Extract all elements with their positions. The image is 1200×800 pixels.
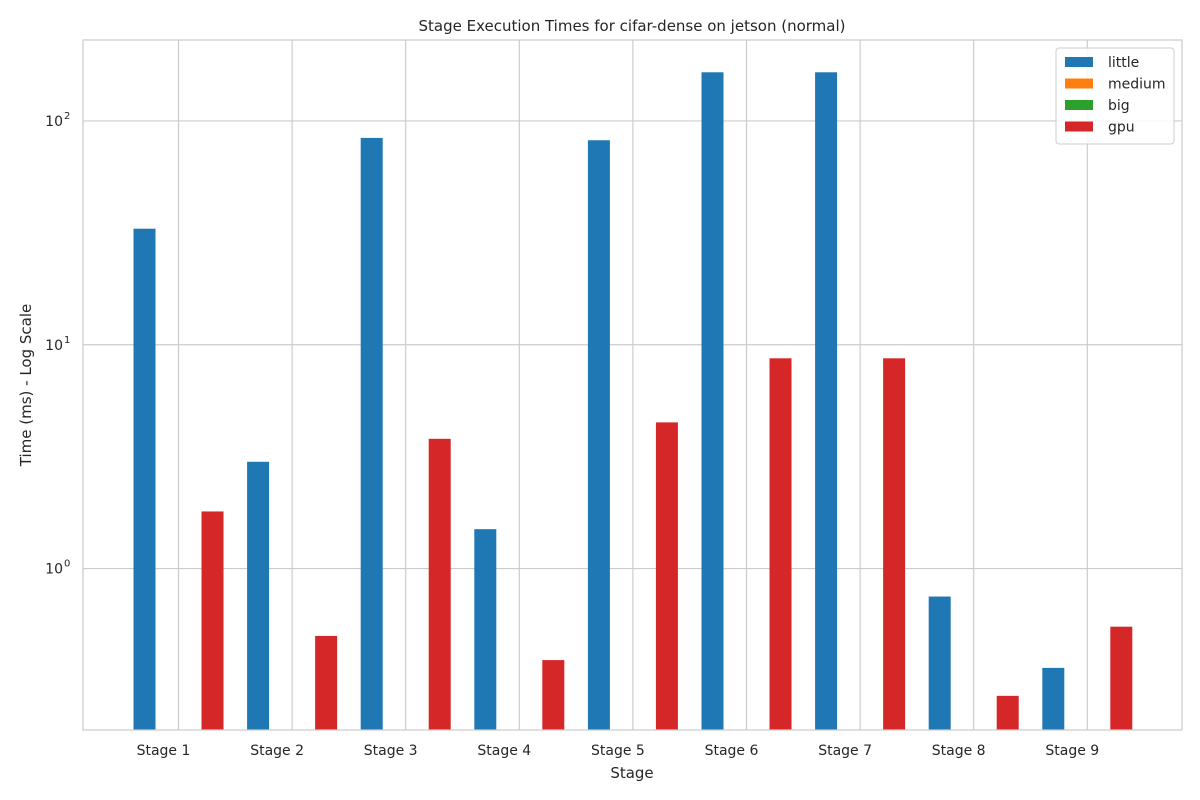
bar-little (360, 137, 383, 731)
legend: little medium big gpu (1055, 47, 1175, 145)
legend-swatch-medium (1065, 78, 1093, 89)
y-tick-exponent: 0 (64, 559, 70, 570)
x-tick-label: Stage 8 (932, 743, 986, 759)
x-tick-label: Stage 4 (477, 743, 531, 759)
bar-little (815, 72, 838, 730)
bar-gpu (655, 422, 678, 730)
x-tick-label: Stage 9 (1045, 743, 1099, 759)
y-tick-label: 10 (45, 562, 63, 578)
x-tick-label: Stage 6 (705, 743, 759, 759)
bar-little (587, 140, 610, 730)
plot-frame (82, 39, 1183, 731)
bar-gpu (769, 358, 792, 730)
x-tick-label: Stage 3 (364, 743, 418, 759)
y-tick-label: 10 (45, 338, 63, 354)
legend-swatch-gpu (1065, 121, 1093, 132)
legend-swatch-little (1065, 57, 1093, 67)
y-tick-label: 10 (45, 114, 63, 130)
x-axis-label: Stage (610, 764, 653, 782)
bar-little (928, 596, 951, 730)
x-tick-label: Stage 1 (137, 743, 191, 759)
bars (133, 72, 1133, 731)
bar-little (474, 529, 497, 730)
bar-gpu (883, 358, 906, 730)
x-tick-label: Stage 7 (818, 743, 872, 759)
grid (83, 40, 1182, 730)
bar-gpu (996, 695, 1019, 730)
legend-label-medium: medium (1108, 77, 1166, 93)
bar-gpu (1110, 626, 1133, 730)
legend-swatch-big (1065, 100, 1093, 110)
bar-gpu (428, 438, 451, 730)
bar-gpu (542, 660, 565, 730)
bar-little (701, 72, 724, 730)
bar-gpu (315, 635, 338, 730)
legend-label-little: little (1108, 55, 1139, 71)
x-tick-label: Stage 5 (591, 743, 645, 759)
legend-label-big: big (1108, 98, 1130, 114)
tick-labels: Stage 1 Stage 2 Stage 3 Stage 4 Stage 5 Stage… (45, 111, 1099, 759)
y-axis-label: Time (ms) - Log Scale (17, 304, 35, 467)
chart-title: Stage Execution Times for cifar-dense on… (418, 17, 845, 35)
bar-little (133, 228, 156, 730)
x-tick-label: Stage 2 (250, 743, 304, 759)
bar-little (247, 461, 270, 730)
legend-box (1055, 47, 1175, 145)
y-tick-exponent: 2 (64, 111, 70, 122)
legend-label-gpu: gpu (1108, 120, 1135, 136)
y-tick-exponent: 1 (64, 335, 70, 346)
bar-gpu (201, 511, 224, 730)
bar-little (1042, 667, 1065, 730)
